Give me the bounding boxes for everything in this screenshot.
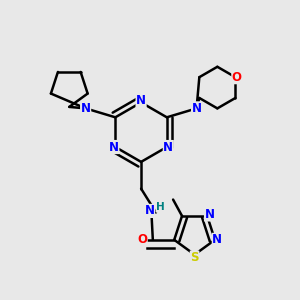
Text: N: N: [81, 102, 91, 115]
Text: S: S: [190, 251, 199, 264]
Text: N: N: [136, 94, 146, 107]
Text: H: H: [156, 202, 165, 212]
Text: N: N: [191, 102, 202, 115]
Text: N: N: [109, 140, 119, 154]
Text: N: N: [212, 233, 222, 246]
Text: O: O: [137, 233, 147, 246]
Text: N: N: [205, 208, 214, 221]
Text: O: O: [232, 71, 242, 84]
Text: N: N: [144, 204, 154, 218]
Text: N: N: [163, 140, 173, 154]
